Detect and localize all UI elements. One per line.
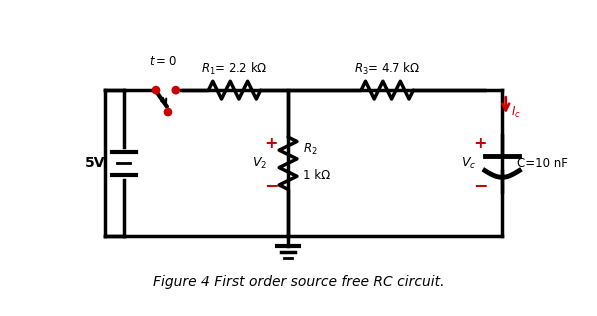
Text: $V_2$: $V_2$ — [252, 156, 267, 171]
Text: $R_1$= 2.2 kΩ: $R_1$= 2.2 kΩ — [201, 60, 268, 76]
Text: 5V: 5V — [85, 156, 105, 170]
Text: $V_c$: $V_c$ — [461, 156, 476, 171]
Text: 1 kΩ: 1 kΩ — [303, 169, 330, 182]
Circle shape — [172, 87, 180, 94]
Text: $R_2$: $R_2$ — [303, 142, 317, 157]
Text: $R_3$= 4.7 kΩ: $R_3$= 4.7 kΩ — [354, 60, 420, 76]
Text: +: + — [473, 136, 487, 151]
Circle shape — [164, 108, 172, 116]
Circle shape — [152, 87, 159, 94]
Text: $t=0$: $t=0$ — [149, 55, 177, 68]
Text: $I_c$: $I_c$ — [511, 105, 521, 120]
Text: +: + — [264, 136, 278, 151]
Text: −: − — [473, 176, 487, 194]
Text: −: − — [264, 176, 279, 194]
Text: C=10 nF: C=10 nF — [517, 157, 568, 170]
Text: Figure 4 First order source free RC circuit.: Figure 4 First order source free RC circ… — [153, 275, 444, 289]
